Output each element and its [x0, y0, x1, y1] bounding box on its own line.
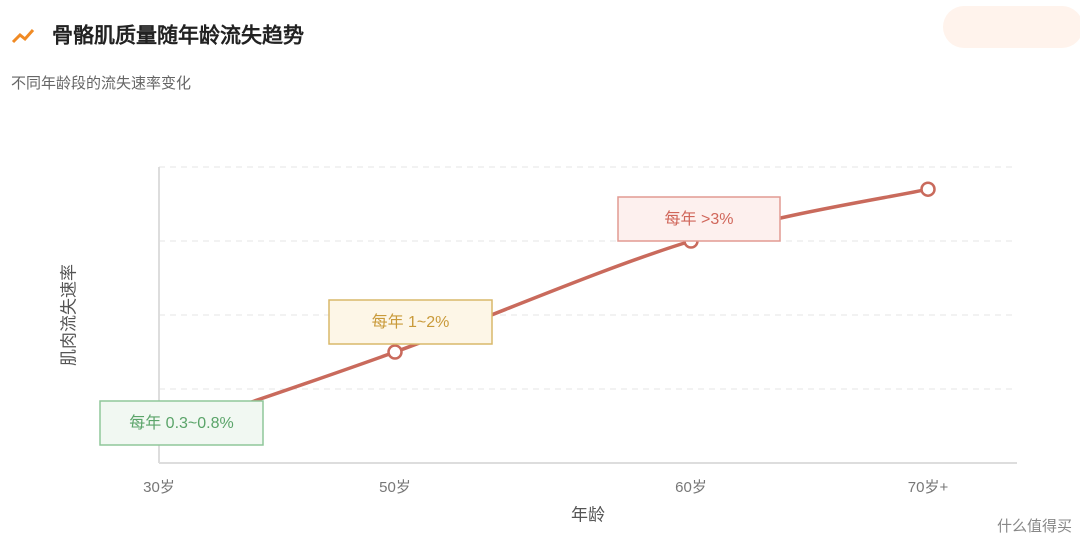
x-tick-label: 30岁 [143, 479, 175, 496]
x-axis-label: 年龄 [571, 505, 605, 524]
watermark: 什么值得买 [997, 518, 1072, 535]
point [920, 181, 936, 197]
annotation: 每年 >3% [665, 210, 734, 228]
annotation: 每年 0.3~0.8% [129, 414, 234, 432]
annotation-box [328, 299, 493, 345]
annotation-box [617, 196, 781, 242]
download-button[interactable] [943, 6, 1080, 48]
title: 骨骼肌质量随年龄流失趋势 [52, 24, 304, 48]
line [158, 187, 929, 436]
y-axis-label: 肌肉流失速率 [59, 264, 78, 366]
point [387, 344, 403, 360]
annotation: 每年 1~2% [372, 313, 450, 331]
title-icon [11, 29, 35, 44]
annotation-box [99, 400, 264, 446]
x-tick-label: 60岁 [675, 479, 707, 496]
x-tick-label: 70岁+ [908, 479, 949, 496]
subtitle: 不同年龄段的流失速率变化 [11, 75, 191, 92]
x-tick-label: 50岁 [379, 479, 411, 496]
